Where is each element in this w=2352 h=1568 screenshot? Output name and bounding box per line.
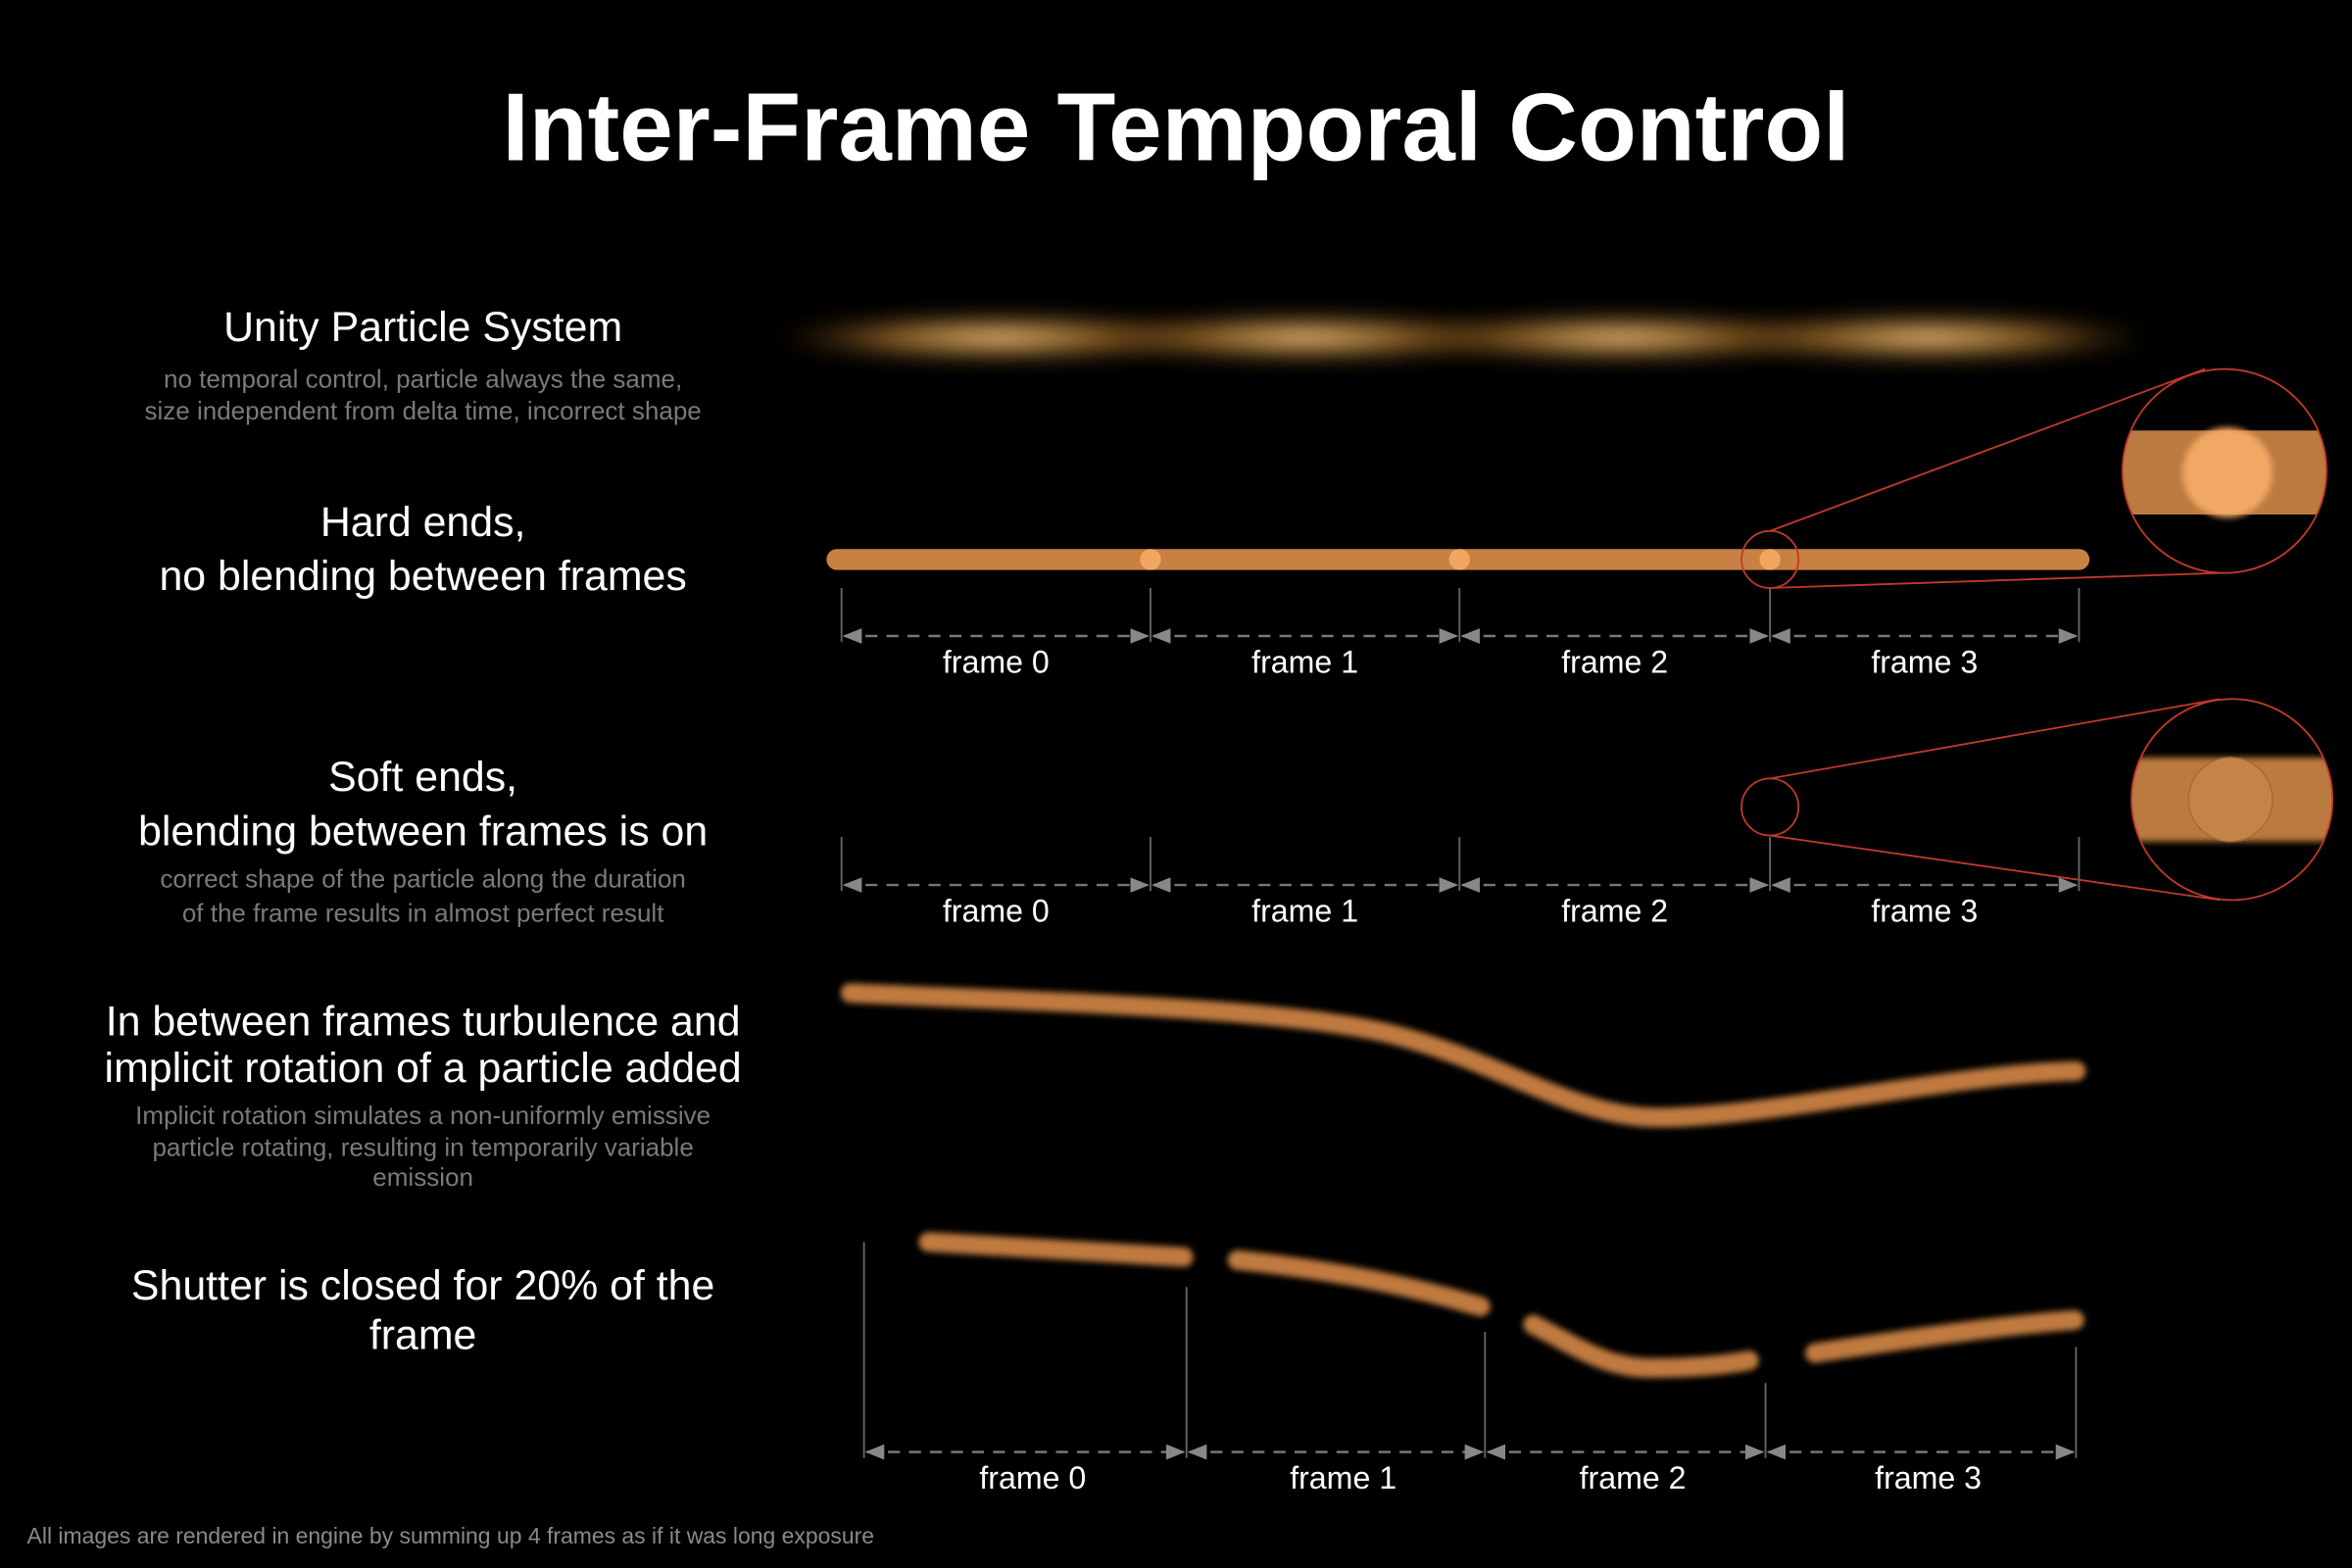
- row-description: correct shape of the particle along the …: [160, 863, 686, 893]
- frame-label: frame 2: [1561, 894, 1668, 929]
- row-heading: Hard ends,: [320, 499, 526, 546]
- row-description: size independent from delta time, incorr…: [144, 396, 701, 425]
- frame-label: frame 1: [1290, 1460, 1396, 1495]
- frame-label: frame 3: [1871, 645, 1978, 680]
- frame-label: frame 1: [1251, 645, 1358, 680]
- frame-label: frame 3: [1871, 894, 1978, 929]
- row-description: of the frame results in almost perfect r…: [182, 899, 664, 928]
- row-heading: In between frames turbulence and: [106, 999, 741, 1046]
- frame-label: frame 1: [1251, 894, 1358, 929]
- row-heading: implicit rotation of a particle added: [105, 1045, 742, 1092]
- footer-note: All images are rendered in engine by sum…: [27, 1523, 874, 1548]
- frame-label: frame 0: [979, 1460, 1086, 1495]
- row-heading: frame: [369, 1312, 477, 1359]
- unity-particles: [772, 313, 2153, 362]
- row-heading: Soft ends,: [328, 754, 517, 801]
- row-description: particle rotating, resulting in temporar…: [152, 1132, 693, 1161]
- frame-label: frame 2: [1561, 645, 1668, 680]
- row-description: no temporal control, particle always the…: [164, 365, 682, 394]
- shutter-segments: [918, 1232, 2084, 1378]
- row-heading: Unity Particle System: [223, 304, 622, 351]
- frame-label: frame 0: [943, 645, 1050, 680]
- row-heading: Shutter is closed for 20% of the: [131, 1262, 714, 1309]
- frame-label: frame 3: [1875, 1460, 1982, 1495]
- title: Inter-Frame Temporal Control: [503, 74, 1850, 181]
- frame-label: frame 0: [943, 894, 1050, 929]
- row-description: Implicit rotation simulates a non-unifor…: [135, 1101, 710, 1130]
- row-heading: no blending between frames: [159, 553, 686, 600]
- turbulence-path: [840, 983, 2086, 1128]
- soft-ends-bar: [826, 698, 2334, 902]
- hard-ends-bar: [826, 368, 2328, 589]
- row-description: emission: [372, 1162, 473, 1192]
- frame-label: frame 2: [1580, 1460, 1687, 1495]
- row-heading: blending between frames is on: [138, 808, 708, 855]
